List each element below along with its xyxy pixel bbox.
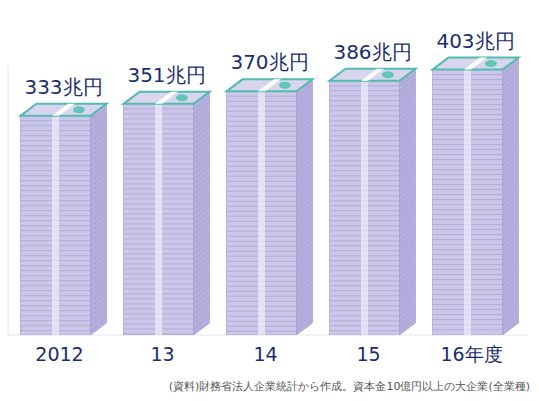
data-label: 386兆円 (333, 40, 411, 64)
bill-top (227, 79, 313, 91)
money-stack (124, 92, 210, 335)
bill-portrait (485, 60, 497, 67)
bill-portrait (176, 94, 188, 101)
bill-portrait (382, 71, 394, 78)
bill-lines (21, 109, 107, 331)
money-stack (227, 79, 313, 335)
band (155, 104, 162, 335)
bill-lines (227, 84, 313, 331)
band (361, 81, 368, 335)
marks (21, 58, 519, 335)
bill-band (464, 58, 487, 70)
chart: 333兆円 2012 351兆円 13 370兆円 14 386兆円 15 403兆円 16年度 (… (0, 0, 539, 401)
source-note: (資料)財務省法人企業統計から作成。資本金10億円以上の大企業(全業種) (169, 380, 530, 393)
bill-lines (433, 63, 519, 330)
category-label: 13 (150, 343, 174, 365)
bar (330, 81, 400, 335)
bill-top (433, 58, 519, 70)
category-label: 2012 (35, 343, 83, 365)
band (464, 70, 471, 335)
money-stack (330, 69, 416, 335)
category-label: 16年度 (440, 343, 502, 365)
bill-band (155, 92, 178, 104)
bill-top (330, 69, 416, 81)
bill-portrait (73, 106, 85, 113)
bill-top (21, 104, 107, 116)
bar (227, 91, 297, 335)
axis-line (8, 65, 9, 335)
bar (124, 104, 194, 335)
money-stack (21, 104, 107, 335)
data-label: 351兆円 (127, 63, 205, 87)
category-label: 14 (253, 343, 277, 365)
money-stack (433, 58, 519, 335)
stack-side (297, 79, 313, 335)
category-label: 15 (356, 343, 380, 365)
bill-portrait (279, 82, 291, 89)
band (52, 116, 59, 335)
data-label: 403兆円 (436, 29, 514, 53)
bill-band (52, 104, 75, 116)
bill-lines (330, 74, 416, 331)
data-label: 370兆円 (230, 50, 308, 74)
bill-lines (124, 97, 210, 334)
band (258, 91, 265, 335)
bill-band (258, 79, 281, 91)
data-label: 333兆円 (24, 75, 102, 99)
bill-band (361, 69, 384, 81)
bill-top (124, 92, 210, 104)
labels: 333兆円 2012 351兆円 13 370兆円 14 386兆円 15 403兆円 16年度 (… (24, 29, 530, 393)
